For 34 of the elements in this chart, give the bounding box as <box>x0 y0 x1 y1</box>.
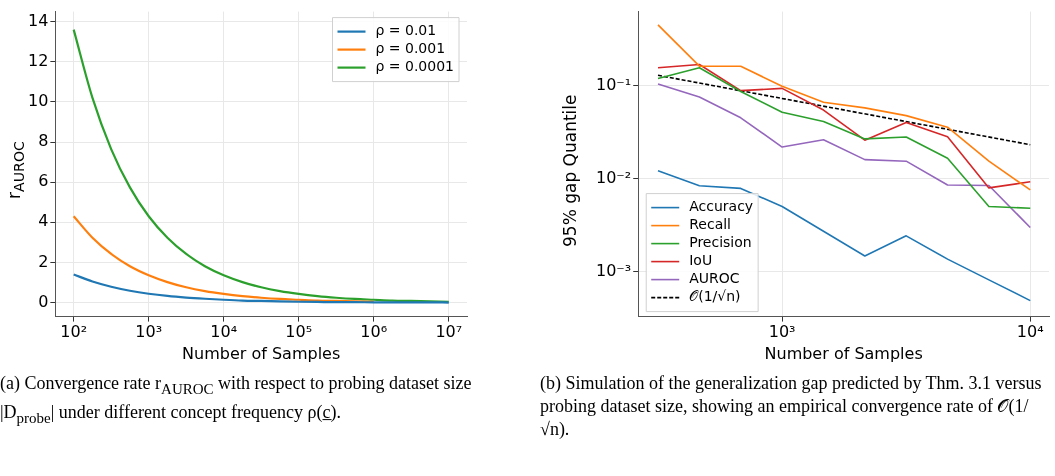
y-tick-label: 0 <box>38 291 49 311</box>
legend-label: ρ = 0.01 <box>375 22 437 39</box>
legend-label: IoU <box>689 252 713 269</box>
x-tick-label: 10⁶ <box>360 322 388 342</box>
y-tick-label: 6 <box>38 171 49 191</box>
legend-label: Precision <box>689 234 752 251</box>
legend-label: 𝒪(1/√n) <box>689 288 741 305</box>
x-tick-label: 10³ <box>135 322 163 342</box>
y-tick-label: 14 <box>28 10 49 30</box>
y-tick-label: 12 <box>28 50 49 70</box>
text: (a) Convergence rate r$_{AUROC}$ with respect to probing dataset size |D$_{probe}$| under different concept frequency ρ(c̲). <box>0 373 472 426</box>
line-series <box>72 273 450 304</box>
y-tick-label: 10⁻¹ <box>596 75 632 95</box>
x-tick-label: 10² <box>60 322 88 342</box>
x-tick-label: 10⁴ <box>1016 322 1044 342</box>
y-tick-label: 10⁻² <box>596 168 632 188</box>
legend-label: ρ = 0.0001 <box>375 58 455 75</box>
y-tick-label: 2 <box>38 251 49 271</box>
y-tick-label: 10⁻³ <box>596 261 632 280</box>
legend-label: Accuracy <box>689 198 754 215</box>
x-tick-label: 10⁴ <box>210 322 238 342</box>
y-axis-title: 95% gap Quantile <box>560 93 580 247</box>
text: (b) Simulation of the generalization gap predicted by Thm. 3.1 versus probing dataset size, showing an empirical convergence rate of 𝒪(1/√n). <box>540 372 1043 441</box>
y-tick-label: 8 <box>38 131 49 151</box>
legend-label: Recall <box>689 216 731 233</box>
x-tick-label: 10³ <box>768 322 796 342</box>
legend-label: AUROC <box>689 270 740 287</box>
x-axis-title: Number of Samples <box>764 343 923 363</box>
legend-label: ρ = 0.001 <box>375 40 446 57</box>
y-tick-label: 4 <box>38 211 49 231</box>
x-axis-title: Number of Samples <box>182 343 341 363</box>
y-tick-label: 10 <box>28 91 49 111</box>
x-tick-label: 10⁵ <box>285 322 313 342</box>
x-tick-label: 10⁷ <box>435 322 463 342</box>
